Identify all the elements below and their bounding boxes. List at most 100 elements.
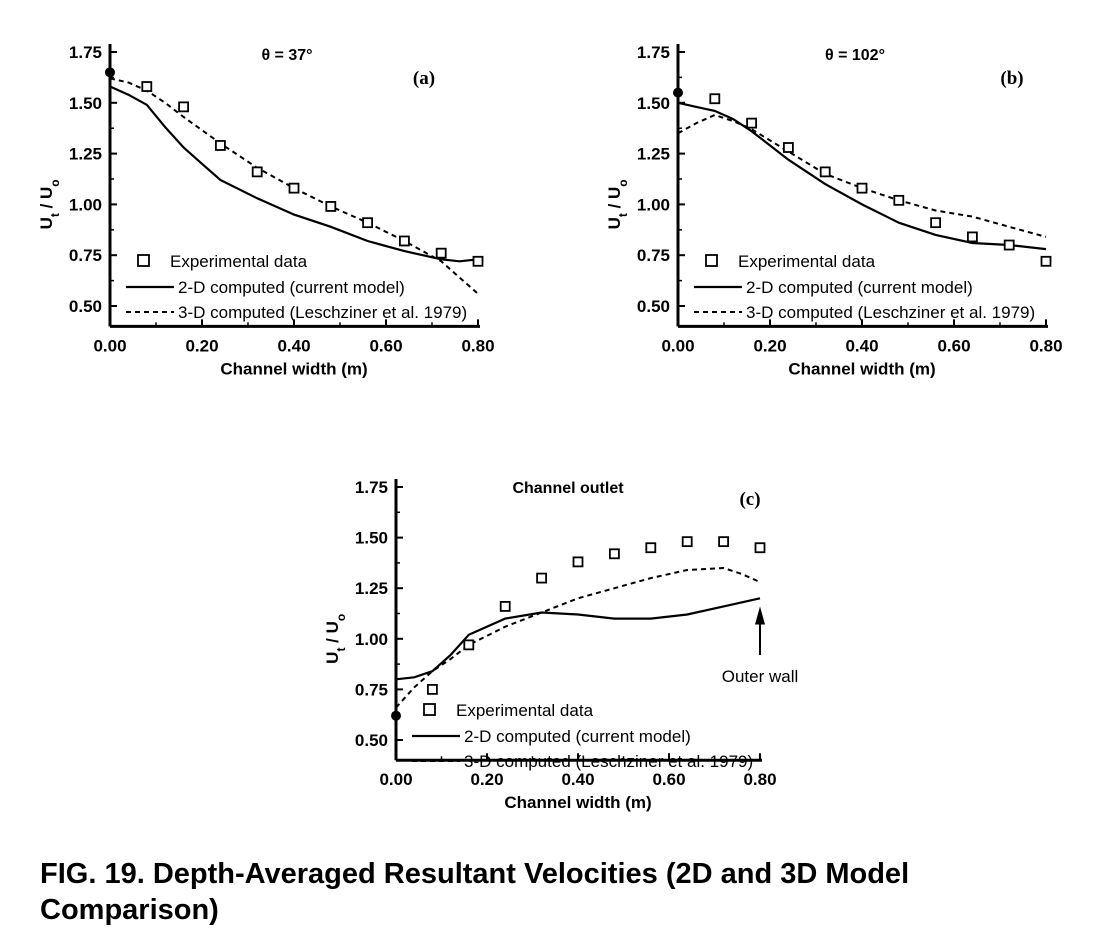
chart-panel-b: 0.50 0.75 1.00 1.25 1.50 1.75 0.00 0.20 0.40 0.60… — [605, 43, 1063, 378]
x-tick-label: 0.80 — [743, 770, 776, 789]
experimental-point — [251, 166, 263, 178]
x-axis-label: Channel width (m) — [220, 359, 367, 378]
figure-caption: FIG. 19. Depth-Averaged Resultant Veloci… — [40, 858, 910, 926]
panel-label: (c) — [739, 489, 760, 510]
y-tick-label: 1.75 — [637, 43, 670, 62]
experimental-point — [288, 182, 300, 194]
y-tick-label: 1.00 — [355, 630, 388, 649]
experimental-point — [572, 556, 584, 568]
y-tick-label: 1.25 — [69, 145, 102, 164]
y-tick-label: 1.00 — [637, 195, 670, 214]
y-tick-label: 0.50 — [637, 297, 670, 316]
experimental-point — [681, 536, 693, 548]
experimental-point — [391, 710, 401, 721]
experimental-point — [463, 639, 475, 651]
figure-canvas: 0.50 0.75 1.00 1.25 1.50 1.75 0.00 0.20 0.40 0.60… — [37, 43, 1063, 812]
experimental-point — [141, 81, 153, 92]
y-tick-label: 1.75 — [69, 43, 102, 62]
series-2d-computed-line — [395, 597, 761, 681]
x-tick-label: 0.20 — [185, 336, 218, 355]
panel-title: Channel outlet — [512, 480, 624, 497]
experimental-point — [1040, 255, 1052, 267]
x-axis-label: Channel width (m) — [504, 793, 651, 812]
experimental-point — [819, 166, 831, 178]
y-tick-label: 1.50 — [637, 94, 670, 113]
y-tick-label: 1.50 — [69, 94, 102, 113]
x-tick-label: 0.00 — [93, 336, 126, 355]
experimental-point — [718, 536, 729, 548]
experimental-point — [105, 67, 115, 78]
x-tick-label: 0.40 — [845, 336, 878, 355]
series-3d-computed-line — [395, 566, 761, 709]
legend-label-experimental: Experimental data — [738, 252, 876, 271]
legend-label-3d: 3-D computed (Leschziner et al. 1979) — [178, 303, 467, 322]
x-tick-label: 0.00 — [379, 770, 412, 789]
y-tick-label: 1.75 — [355, 478, 388, 497]
experimental-point — [709, 93, 721, 105]
y-axis-label: Ut / Uo — [605, 179, 630, 229]
y-tick-label: 0.50 — [355, 731, 388, 750]
experimental-point — [214, 140, 226, 151]
experimental-point — [893, 194, 905, 206]
x-tick-label: 0.20 — [470, 770, 503, 789]
panel-title: θ = 102° — [825, 47, 885, 64]
x-tick-label: 0.60 — [652, 770, 685, 789]
experimental-point — [536, 572, 547, 584]
series-2d-computed-line — [109, 85, 479, 263]
panel-label: (a) — [413, 68, 435, 89]
x-tick-label: 0.00 — [661, 336, 694, 355]
x-tick-label: 0.40 — [277, 336, 310, 355]
x-tick-label: 0.40 — [561, 770, 594, 789]
experimental-point — [783, 142, 794, 153]
series-3d-computed-line — [677, 113, 1047, 238]
x-axis-label: Channel width (m) — [788, 359, 935, 378]
legend-label-3d: 3-D computed (Leschziner et al. 1979) — [746, 303, 1035, 322]
y-axis-label: Ut / Uo — [323, 614, 348, 664]
experimental-point — [499, 601, 511, 612]
x-tick-label: 0.80 — [461, 336, 494, 355]
experimental-point — [472, 255, 484, 267]
legend-label-experimental: Experimental data — [170, 252, 308, 271]
experimental-point — [930, 217, 941, 229]
experimental-point — [435, 247, 447, 259]
y-axis-label: Ut / Uo — [37, 179, 62, 229]
experimental-point — [426, 684, 438, 695]
outer-wall-arrow-head — [755, 606, 765, 625]
legend-label-3d: 3-D computed (Leschziner et al. 1979) — [464, 752, 753, 771]
series-2d-computed-line — [677, 101, 1047, 251]
experimental-point — [398, 235, 410, 247]
experimental-point — [746, 117, 757, 129]
legend-label-2d: 2-D computed (current model) — [178, 278, 405, 297]
x-tick-label: 0.60 — [369, 336, 402, 355]
x-tick-label: 0.60 — [937, 336, 970, 355]
y-tick-label: 0.75 — [637, 246, 670, 265]
experimental-point — [673, 87, 683, 98]
legend-label-experimental: Experimental data — [456, 701, 594, 720]
y-tick-label: 1.25 — [355, 579, 388, 598]
experimental-point — [856, 182, 868, 194]
experimental-point — [178, 101, 190, 113]
x-tick-label: 0.80 — [1029, 336, 1062, 355]
experimental-point — [967, 231, 978, 243]
legend-marker-experimental — [137, 254, 150, 267]
chart-panel-c: 0.50 0.75 1.00 1.25 1.50 1.75 0.00 0.20 0.40 0.60… — [323, 478, 798, 812]
legend-label-2d: 2-D computed (current model) — [464, 727, 691, 746]
y-tick-label: 0.50 — [69, 297, 102, 316]
experimental-point — [1003, 239, 1015, 251]
experimental-point — [754, 542, 766, 554]
panel-label: (b) — [1000, 68, 1023, 89]
panel-title: θ = 37° — [261, 47, 312, 64]
experimental-point — [609, 548, 620, 560]
outer-wall-annotation: Outer wall — [722, 667, 799, 686]
y-tick-label: 0.75 — [355, 680, 388, 699]
y-tick-label: 1.00 — [69, 195, 102, 214]
experimental-point — [362, 217, 374, 229]
x-tick-label: 0.20 — [753, 336, 786, 355]
legend-marker-experimental — [423, 703, 436, 716]
y-tick-label: 1.50 — [355, 529, 388, 548]
experimental-point — [325, 201, 337, 212]
y-tick-label: 1.25 — [637, 145, 670, 164]
chart-panel-a: 0.50 0.75 1.00 1.25 1.50 1.75 0.00 0.20 0.40 0.60… — [37, 43, 495, 378]
experimental-point — [645, 542, 657, 554]
y-tick-label: 0.75 — [69, 246, 102, 265]
